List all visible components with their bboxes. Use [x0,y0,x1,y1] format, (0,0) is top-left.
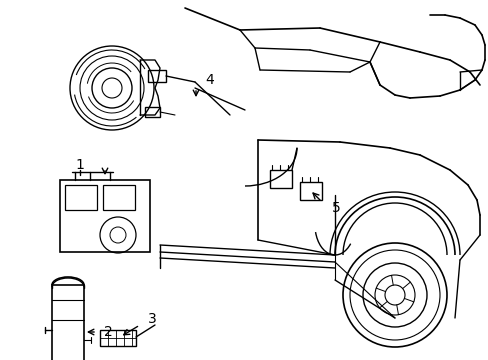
Bar [65,185,97,210]
Text: 3: 3 [147,312,156,326]
Text: 4: 4 [205,73,214,87]
Bar [299,182,321,200]
Bar [103,185,135,210]
Bar [145,107,160,117]
Bar [269,170,291,188]
Text: 1: 1 [76,158,84,172]
Bar [52,285,84,360]
Bar [100,330,136,346]
Text: 2: 2 [103,325,112,339]
Bar [60,180,150,252]
Bar [148,70,165,82]
Text: 5: 5 [331,201,340,215]
